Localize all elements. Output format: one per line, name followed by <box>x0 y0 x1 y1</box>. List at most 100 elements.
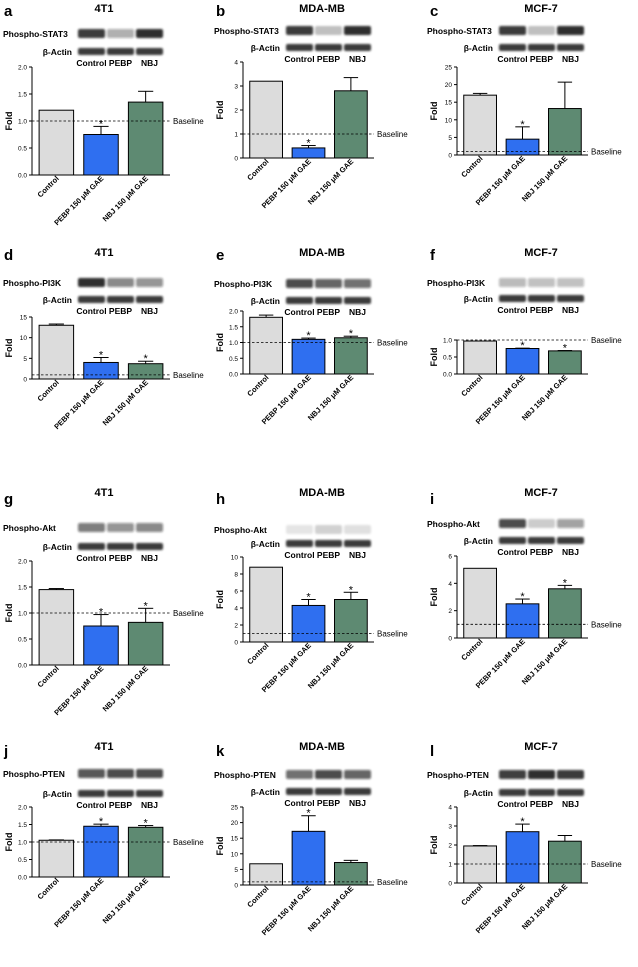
bar <box>127 826 164 878</box>
y-tick-label: 25 <box>231 805 239 812</box>
significance-star: * <box>306 330 311 342</box>
panel-letter: c <box>430 3 438 20</box>
lane-label: PEBP <box>317 798 340 808</box>
bar <box>463 94 497 156</box>
significance-star: * <box>563 577 568 589</box>
y-tick-label: 2.0 <box>229 309 238 316</box>
x-tick-label: NBJ 150 μM GAE <box>306 157 355 206</box>
blot-label: Phospho-STAT3 <box>3 29 68 39</box>
lane-label: PEBP <box>109 800 132 810</box>
bar <box>83 361 119 380</box>
panel-letter: e <box>216 247 224 264</box>
baseline-label: Baseline <box>173 117 204 126</box>
panel-title: MCF-7 <box>524 741 558 753</box>
blot-band <box>107 523 134 532</box>
lane-label: PEBP <box>317 54 340 64</box>
blot-band <box>78 769 105 778</box>
x-tick-label: NBJ 150 μM GAE <box>306 884 355 933</box>
lane-label: NBJ <box>349 307 366 317</box>
blot-band <box>528 770 555 779</box>
y-tick-label: 0.5 <box>18 857 27 864</box>
actin-band <box>499 295 526 302</box>
panel-title: MDA-MB <box>299 3 345 15</box>
blot-band <box>499 26 526 35</box>
blot-band <box>344 26 371 35</box>
blot-band <box>286 770 313 779</box>
blot-band <box>286 525 313 534</box>
actin-band <box>344 788 371 795</box>
baseline-label: Baseline <box>377 130 408 139</box>
actin-band <box>136 543 163 550</box>
significance-star: * <box>349 584 354 596</box>
lane-label: Control <box>76 58 106 68</box>
y-tick-label: 2 <box>234 623 238 630</box>
x-tick-label: PEBP 150 μM GAE <box>52 664 105 717</box>
x-tick-label: NBJ 150 μM GAE <box>101 378 150 427</box>
x-tick-label: Control <box>36 664 61 689</box>
bar <box>83 625 119 666</box>
blot-band <box>344 525 371 534</box>
lane-label: PEBP <box>317 307 340 317</box>
bar <box>548 108 582 156</box>
actin-band <box>136 790 163 797</box>
y-axis-label: Fold <box>429 836 439 855</box>
blot-label: Phospho-Akt <box>427 519 480 529</box>
blot-band <box>107 769 134 778</box>
y-tick-label: 4 <box>448 581 452 588</box>
significance-star: * <box>349 328 354 340</box>
bar <box>38 324 75 380</box>
y-tick-label: 6 <box>234 589 238 596</box>
panel-letter: g <box>4 491 13 508</box>
blot-label: Phospho-PTEN <box>214 770 276 780</box>
blot-band <box>557 519 584 528</box>
panel-title: MCF-7 <box>524 487 558 499</box>
y-tick-label: 4 <box>234 606 238 613</box>
actin-band <box>286 540 313 547</box>
y-tick-label: 2.0 <box>18 559 27 566</box>
lane-label: NBJ <box>141 306 158 316</box>
panel-letter: f <box>430 247 436 264</box>
significance-star: * <box>99 350 104 362</box>
panel-letter: b <box>216 3 225 20</box>
blot-band <box>315 525 342 534</box>
actin-band <box>78 543 105 550</box>
actin-label: β-Actin <box>43 789 72 799</box>
y-axis-label: Fold <box>429 102 439 121</box>
blot-band <box>344 279 371 288</box>
lane-label: Control <box>284 307 314 317</box>
bar <box>463 567 497 639</box>
actin-label: β-Actin <box>251 539 280 549</box>
x-tick-label: NBJ 150 μM GAE <box>306 641 355 690</box>
bar <box>291 338 326 375</box>
actin-label: β-Actin <box>43 47 72 57</box>
lane-label: Control <box>76 553 106 563</box>
y-tick-label: 2 <box>448 608 452 615</box>
baseline-label: Baseline <box>591 147 622 156</box>
significance-star: * <box>144 818 149 830</box>
bar <box>505 348 540 375</box>
x-tick-label: NBJ 150 μM GAE <box>101 174 150 223</box>
actin-band <box>286 788 313 795</box>
actin-band <box>315 788 342 795</box>
blot-band <box>528 278 555 287</box>
actin-band <box>528 537 555 544</box>
y-tick-label: 1.0 <box>18 840 27 847</box>
significance-star: * <box>99 118 104 130</box>
x-tick-label: Control <box>36 378 61 403</box>
panel-title: 4T1 <box>95 741 114 753</box>
blot-label: Phospho-STAT3 <box>427 26 492 36</box>
significance-star: * <box>520 591 525 603</box>
actin-label: β-Actin <box>43 295 72 305</box>
lane-label: NBJ <box>562 547 579 557</box>
lane-label: Control <box>76 800 106 810</box>
blot-band <box>499 278 526 287</box>
x-tick-label: Control <box>245 884 270 909</box>
actin-band <box>78 48 105 55</box>
blot-band <box>557 770 584 779</box>
y-tick-label: 0.0 <box>18 875 27 882</box>
x-tick-label: Control <box>36 876 61 901</box>
y-tick-label: 0 <box>234 640 238 647</box>
panel-letter: i <box>430 491 434 508</box>
blot-label: Phospho-PI3K <box>3 278 62 288</box>
